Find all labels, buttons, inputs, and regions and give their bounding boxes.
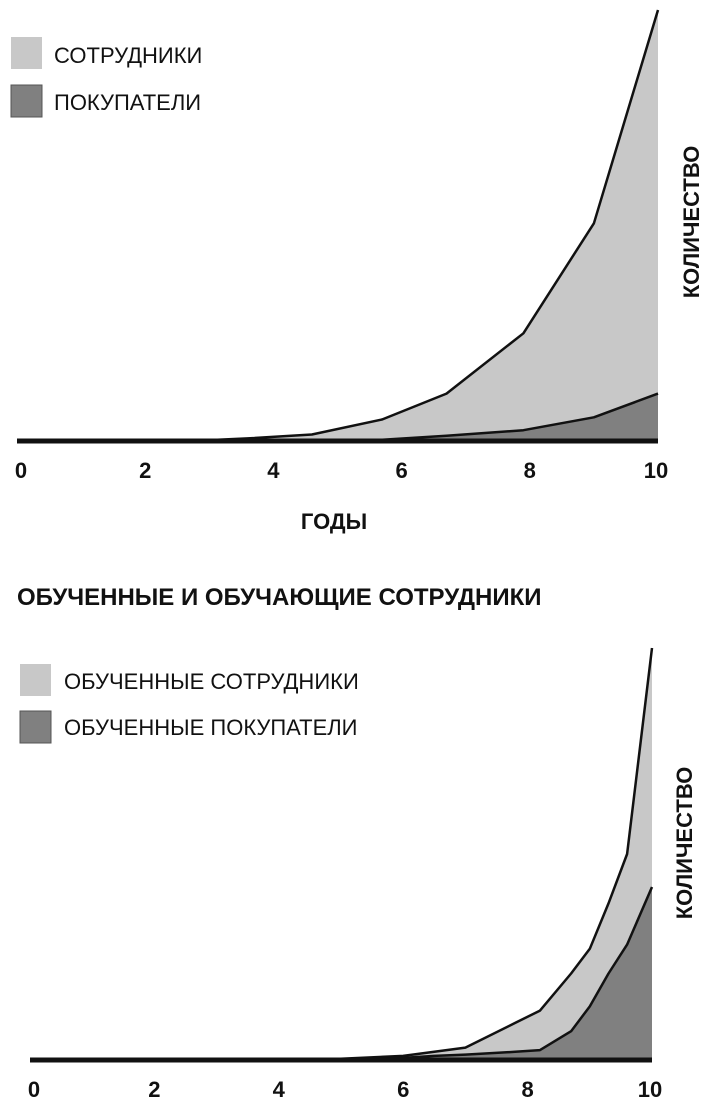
area-series-2 — [30, 887, 652, 1060]
x-tick-label: 0 — [15, 458, 27, 483]
chart-2: ОБУЧЕННЫЕ И ОБУЧАЮЩИЕ СОТРУДНИКИ 0 2 4 6 8 10… — [17, 584, 697, 1102]
legend-label-trained-customers: ОБУЧЕННЫЕ ПОКУПАТЕЛИ — [64, 715, 358, 740]
x-tick-label: 8 — [524, 458, 536, 483]
x-tick-label: 4 — [273, 1077, 286, 1102]
chart-1-x-axis-title: ГОДЫ — [301, 509, 367, 534]
x-tick-label: 4 — [267, 458, 280, 483]
legend-swatch-employees — [11, 37, 42, 69]
legend-label-customers: ПОКУПАТЕЛИ — [54, 90, 201, 115]
x-tick-label: 6 — [397, 1077, 409, 1102]
chart-1-y-axis-title: КОЛИЧЕСТВО — [679, 146, 704, 299]
area-series-1 — [30, 648, 652, 1060]
x-tick-label: 2 — [148, 1077, 160, 1102]
x-tick-label: 2 — [139, 458, 151, 483]
legend-label-trained-employees: ОБУЧЕННЫЕ СОТРУДНИКИ — [64, 669, 359, 694]
legend-swatch-customers — [10, 84, 43, 118]
x-tick-label: 10 — [638, 1077, 662, 1102]
x-tick-label: 10 — [644, 458, 668, 483]
area-series-1 — [17, 10, 658, 441]
chart-2-areas — [30, 647, 654, 1063]
chart-1: 0 2 4 6 8 10 СОТРУДНИКИ ПОКУПАТЕЛИ ГОДЫ КОЛИЧ… — [10, 9, 704, 534]
legend-swatch-trained-employees — [20, 664, 51, 696]
legend-swatch-trained-customers — [19, 710, 52, 744]
chart-2-y-axis-title: КОЛИЧЕСТВО — [672, 767, 697, 920]
x-tick-label: 0 — [28, 1077, 40, 1102]
x-tick-label: 8 — [521, 1077, 533, 1102]
area-series-2 — [17, 393, 658, 441]
chart-1-x-ticks: 0 2 4 6 8 10 — [15, 458, 668, 483]
x-tick-label: 6 — [395, 458, 407, 483]
chart-2-title: ОБУЧЕННЫЕ И ОБУЧАЮЩИЕ СОТРУДНИКИ — [17, 584, 542, 611]
chart-1-areas — [17, 9, 660, 444]
chart-2-x-ticks: 0 2 4 6 8 10 — [28, 1077, 662, 1102]
legend-label-employees: СОТРУДНИКИ — [54, 43, 202, 68]
